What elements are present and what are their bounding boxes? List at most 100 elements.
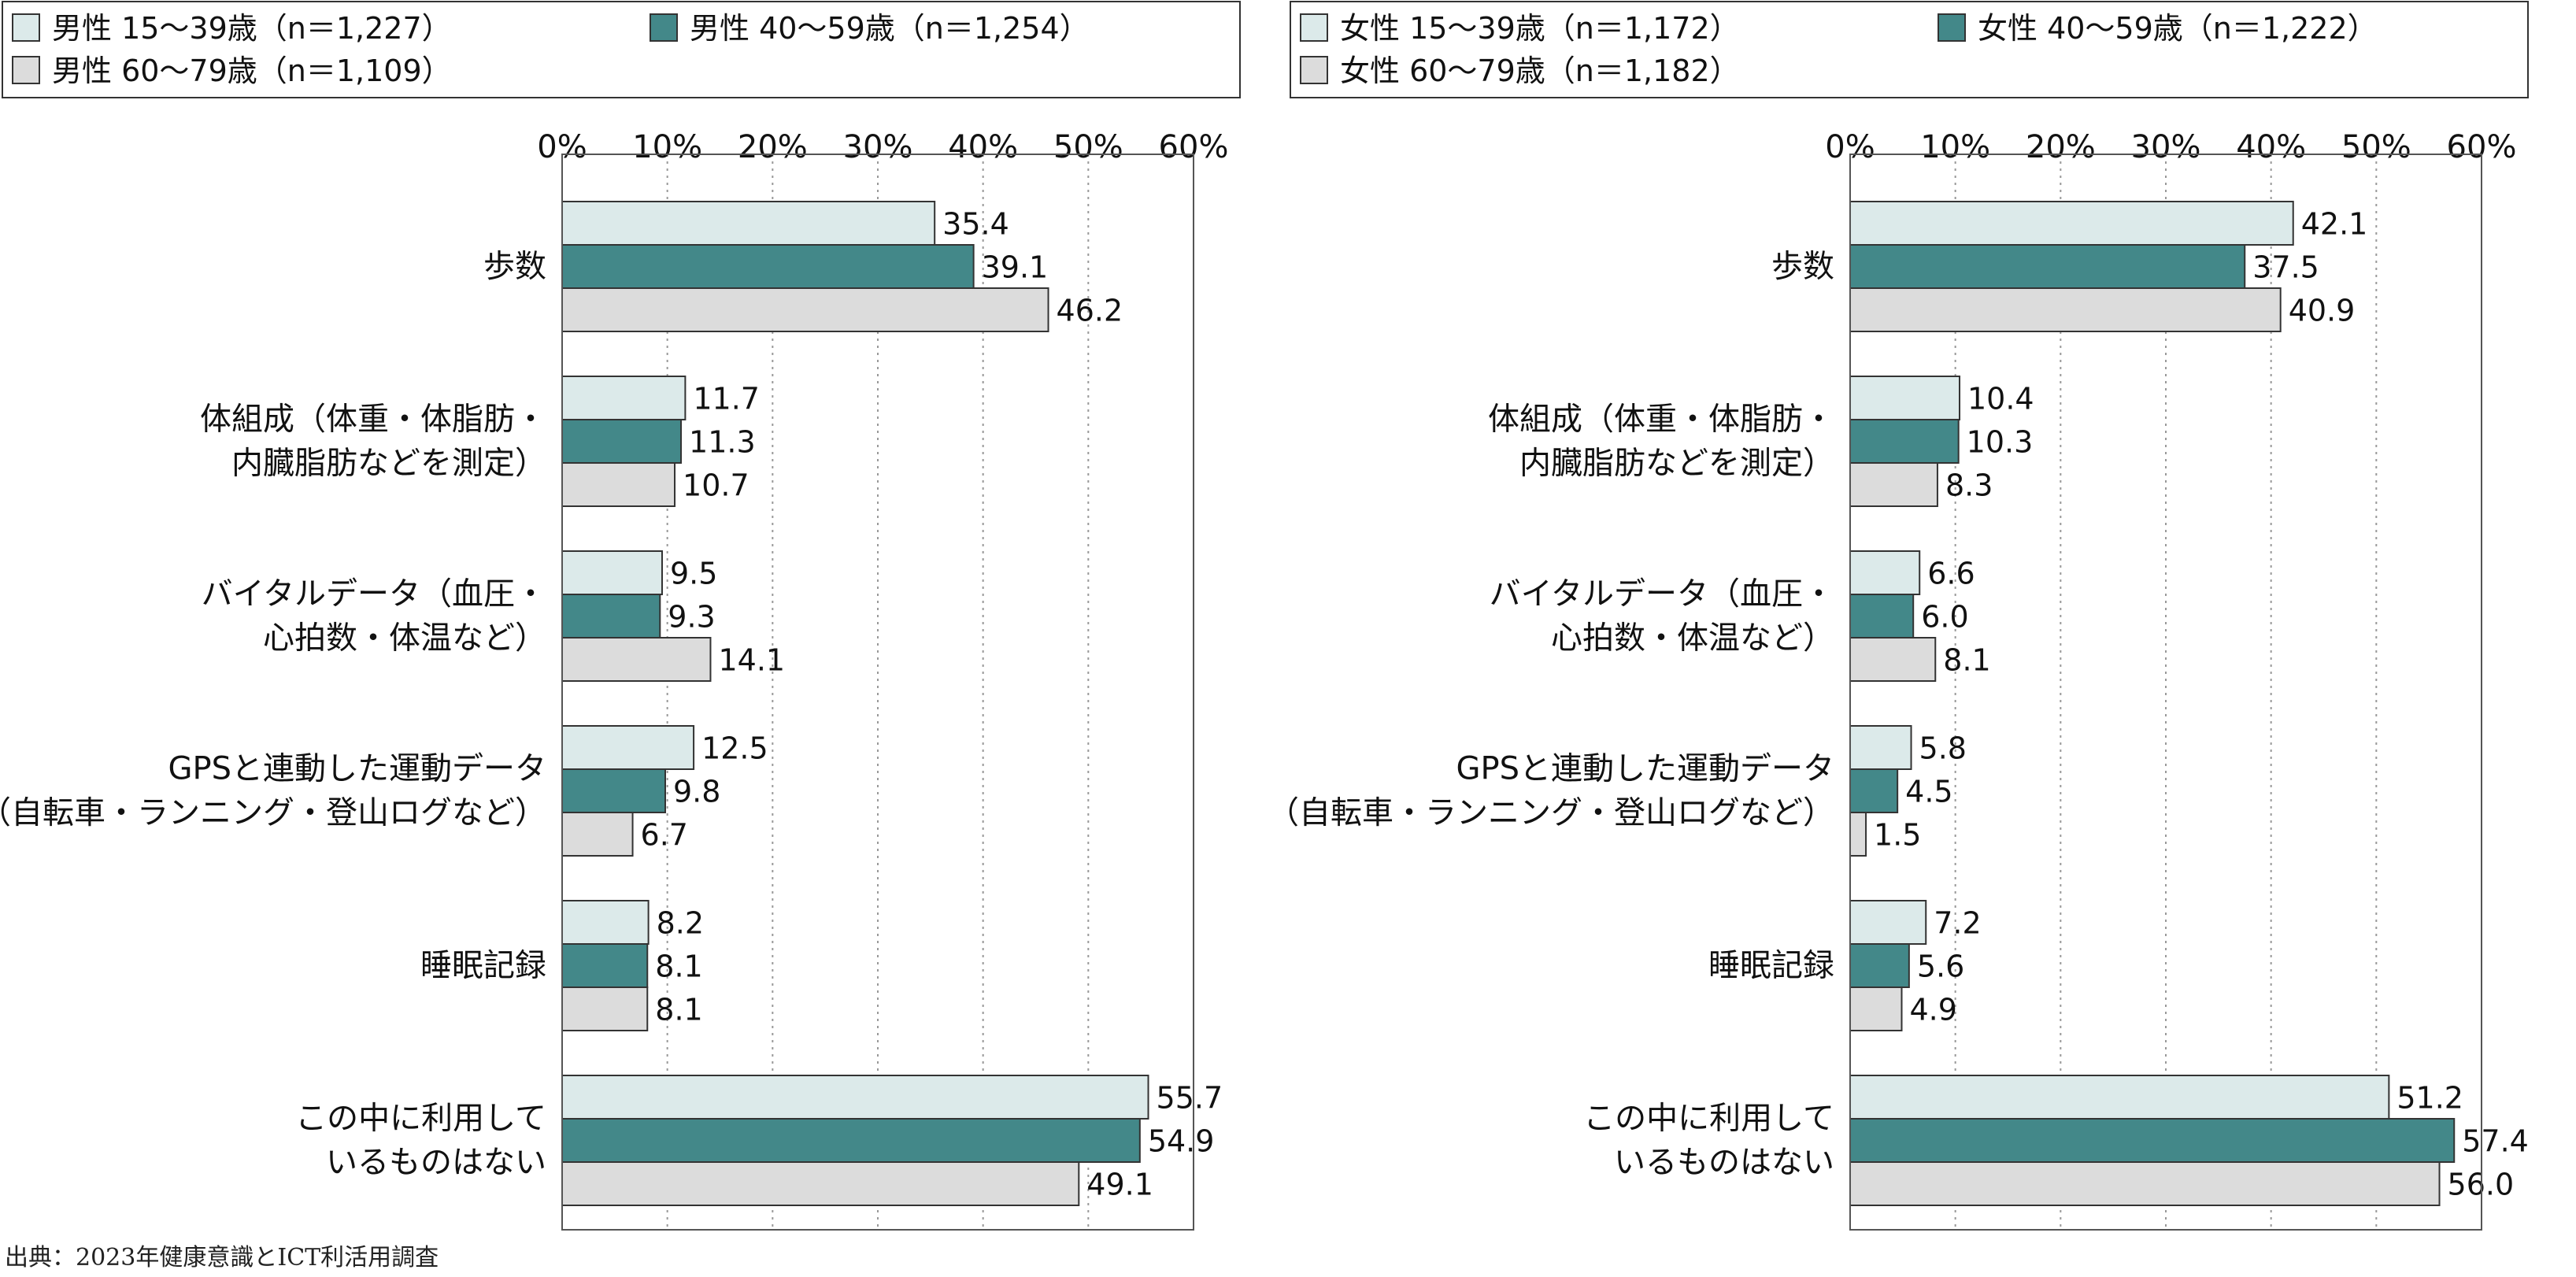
male-bar (561, 244, 975, 289)
source-note: 出典：2023年健康意識とICT利活用調査 (5, 1244, 439, 1271)
female-category-label: バイタルデータ（血圧・ (1490, 576, 1834, 613)
male-value-label: 9.3 (668, 600, 715, 635)
female-tick-label: 40% (2236, 129, 2306, 165)
male-value-label: 9.8 (673, 775, 720, 809)
male-bar (561, 1118, 1141, 1163)
female-bar (1849, 244, 2246, 289)
female-legend-swatch-1 (1938, 13, 1966, 42)
male-category-label: 体組成（体重・体脂肪・ (200, 402, 546, 438)
male-legend (2, 1, 1241, 98)
male-value-label: 55.7 (1157, 1081, 1223, 1116)
female-bar (1849, 287, 2282, 332)
male-value-label: 39.1 (982, 250, 1049, 285)
male-category-label: 歩数 (483, 249, 546, 285)
male-bar (561, 900, 650, 945)
female-bar (1849, 550, 1921, 595)
female-bar (1849, 201, 2294, 246)
male-tick-label: 20% (738, 129, 808, 165)
female-value-label: 1.5 (1874, 818, 1921, 853)
female-value-label: 5.6 (1917, 949, 1964, 984)
male-legend-swatch-0 (12, 13, 40, 42)
female-bar (1849, 986, 1903, 1031)
female-bar (1849, 725, 1912, 770)
female-value-label: 57.4 (2462, 1124, 2529, 1159)
male-value-label: 54.9 (1148, 1124, 1215, 1159)
female-tick-label: 30% (2131, 129, 2201, 165)
male-value-label: 8.1 (655, 949, 702, 984)
female-tick-label: 20% (2026, 129, 2096, 165)
male-value-label: 14.1 (718, 643, 785, 678)
female-value-label: 37.5 (2252, 250, 2319, 285)
female-value-label: 7.2 (1934, 906, 1981, 941)
male-bar (561, 812, 634, 857)
female-legend-label-1: 女性 40～59歳（n＝1,222） (1978, 11, 2378, 46)
male-bar (561, 550, 663, 595)
female-value-label: 40.9 (2289, 294, 2356, 328)
female-category-label: 歩数 (1771, 249, 1834, 285)
male-legend-label-1: 男性 40～59歳（n＝1,254） (690, 11, 1090, 46)
male-value-label: 8.2 (657, 906, 704, 941)
male-legend-label-2: 男性 60～79歳（n＝1,109） (52, 54, 452, 88)
female-bar-chart: 女性 15～39歳（n＝1,172） 女性 40～59歳（n＝1,222） 女性 6… (1288, 1, 2529, 1231)
female-legend-swatch-0 (1300, 13, 1328, 42)
male-tick-label: 30% (843, 129, 913, 165)
male-tick-label: 10% (632, 129, 702, 165)
female-value-label: 4.9 (1909, 993, 1956, 1027)
female-tick-label: 10% (1920, 129, 1990, 165)
female-legend-label-0: 女性 15～39歳（n＝1,172） (1340, 11, 1740, 46)
female-value-label: 51.2 (2396, 1081, 2463, 1116)
female-bar (1849, 812, 1867, 857)
male-value-label: 11.3 (689, 425, 756, 460)
female-bar (1849, 1118, 2456, 1163)
male-bar (561, 725, 695, 770)
male-value-label: 9.5 (670, 557, 717, 591)
male-bar (561, 419, 683, 464)
female-value-label: 6.6 (1927, 557, 1975, 591)
female-chart-panel: 女性 15～39歳（n＝1,172） 女性 40～59歳（n＝1,222） 女性 6… (1288, 0, 2576, 1244)
female-bar (1849, 376, 1961, 420)
female-category-label: 体組成（体重・体脂肪・ (1488, 402, 1834, 438)
male-value-label: 46.2 (1057, 294, 1123, 328)
male-value-label: 12.5 (701, 731, 768, 766)
female-plot-frame (1849, 154, 2482, 1231)
female-bar (1849, 462, 1938, 507)
female-value-label: 5.8 (1919, 731, 1967, 766)
male-value-label: 11.7 (693, 382, 760, 416)
male-value-label: 35.4 (942, 207, 1009, 242)
male-category-label: GPSと連動した運動データ (168, 751, 546, 787)
female-value-label: 42.1 (2301, 207, 2368, 242)
male-category-label: この中に利用して (295, 1101, 546, 1137)
female-bar (1849, 1161, 2441, 1206)
female-value-label: 4.5 (1905, 775, 1952, 809)
male-chart-panel: 男性 15～39歳（n＝1,227） 男性 40～59歳（n＝1,254） 男性 6… (0, 0, 1288, 1244)
female-category-label: 心拍数・体温など） (1551, 620, 1834, 657)
female-value-label: 56.0 (2448, 1168, 2515, 1202)
male-legend-swatch-1 (650, 13, 678, 42)
male-category-label: 睡眠記録 (420, 948, 546, 984)
male-category-label: 内臓脂肪などを測定） (231, 446, 546, 482)
male-value-label: 49.1 (1086, 1168, 1153, 1202)
female-tick-label: 50% (2341, 129, 2411, 165)
male-bar (561, 768, 666, 813)
male-bar (561, 201, 936, 246)
female-category-label: 内臓脂肪などを測定） (1519, 446, 1834, 482)
male-bar (561, 986, 649, 1031)
female-bar (1849, 1075, 2390, 1120)
male-category-label: 心拍数・体温など） (263, 620, 546, 657)
female-legend-label-2: 女性 60～79歳（n＝1,182） (1340, 54, 1740, 88)
male-bar (561, 376, 687, 420)
male-category-label: （自転車・ランニング・登山ログなど） (0, 795, 546, 831)
female-value-label: 10.3 (1967, 425, 2034, 460)
male-value-label: 8.1 (655, 993, 702, 1027)
female-category-label: （自転車・ランニング・登山ログなど） (1288, 795, 1834, 831)
female-value-label: 8.3 (1945, 468, 1993, 503)
female-bar (1849, 594, 1915, 638)
female-bar (1849, 943, 1910, 988)
male-tick-label: 40% (948, 129, 1018, 165)
male-bar (561, 943, 649, 988)
male-category-label: バイタルデータ（血圧・ (202, 576, 546, 613)
female-legend (1290, 1, 2529, 98)
female-legend-swatch-2 (1300, 56, 1328, 84)
female-bar (1849, 900, 1927, 945)
female-bar (1849, 637, 1937, 682)
